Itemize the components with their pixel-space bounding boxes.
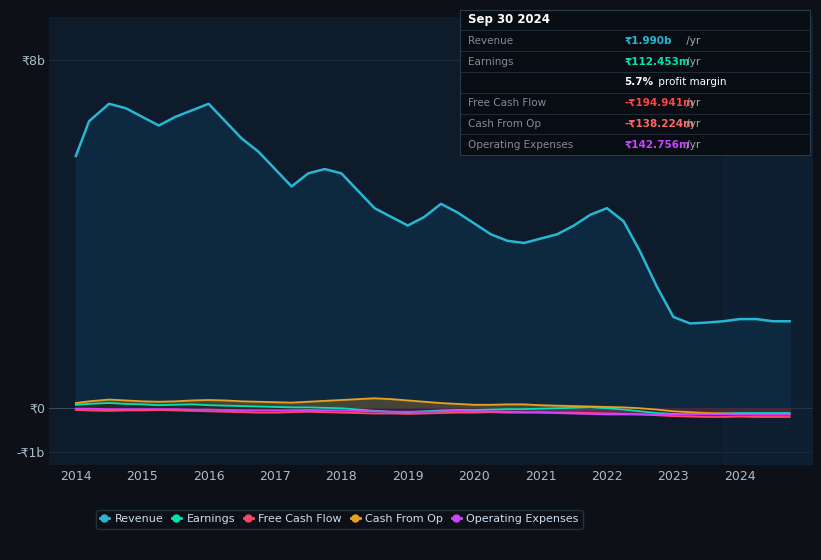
Text: Cash From Op: Cash From Op (468, 119, 541, 129)
Text: Revenue: Revenue (468, 36, 513, 46)
Text: Free Cash Flow: Free Cash Flow (468, 98, 546, 108)
Text: profit margin: profit margin (655, 77, 727, 87)
Text: -₹194.941m: -₹194.941m (624, 98, 694, 108)
Text: 5.7%: 5.7% (624, 77, 654, 87)
Text: -₹138.224m: -₹138.224m (624, 119, 694, 129)
Text: Operating Expenses: Operating Expenses (468, 140, 573, 150)
Text: /yr: /yr (683, 57, 700, 67)
Text: /yr: /yr (683, 119, 700, 129)
Text: /yr: /yr (683, 36, 700, 46)
Text: ₹112.453m: ₹112.453m (624, 57, 690, 67)
Text: ₹1.990b: ₹1.990b (624, 36, 672, 46)
Text: /yr: /yr (683, 98, 700, 108)
Text: ₹142.756m: ₹142.756m (624, 140, 690, 150)
Text: /yr: /yr (683, 140, 700, 150)
Text: Earnings: Earnings (468, 57, 513, 67)
Text: Sep 30 2024: Sep 30 2024 (468, 13, 550, 26)
Legend: Revenue, Earnings, Free Cash Flow, Cash From Op, Operating Expenses: Revenue, Earnings, Free Cash Flow, Cash … (95, 510, 583, 529)
Bar (723, 17, 813, 465)
